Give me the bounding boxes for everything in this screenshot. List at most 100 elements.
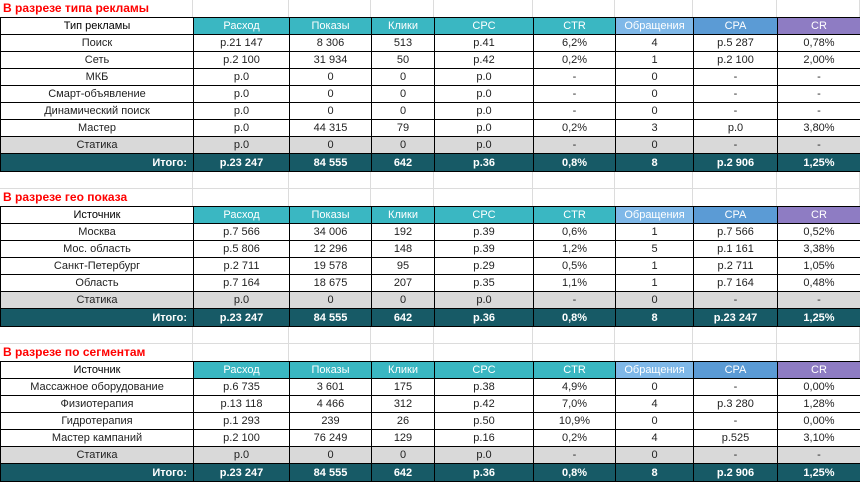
- row-label[interactable]: Смарт-объявление: [0, 85, 194, 103]
- sheet-cell[interactable]: [289, 344, 371, 361]
- sheet-cell[interactable]: [289, 327, 371, 343]
- cell-cr[interactable]: 3,80%: [777, 119, 860, 137]
- total-cell-cr[interactable]: 1,25%: [777, 308, 860, 327]
- cell-cr[interactable]: 0,00%: [777, 412, 860, 430]
- cell-impressions[interactable]: 44 315: [289, 119, 372, 137]
- sheet-cell[interactable]: [289, 0, 371, 17]
- total-cell-cpa[interactable]: р.2 906: [693, 153, 778, 172]
- sheet-cell[interactable]: [371, 327, 434, 343]
- cell-clicks[interactable]: 26: [371, 412, 435, 430]
- cell-spend[interactable]: р.0: [193, 85, 290, 103]
- col-header-cpc[interactable]: CPC: [434, 206, 534, 224]
- cell-spend[interactable]: р.7 566: [193, 223, 290, 241]
- row-label[interactable]: МКБ: [0, 68, 194, 86]
- sheet-cell[interactable]: [777, 0, 860, 17]
- cell-clicks[interactable]: 129: [371, 429, 435, 447]
- row-label[interactable]: Поиск: [0, 34, 194, 52]
- cell-ctr[interactable]: 0,2%: [533, 119, 616, 137]
- cell-impressions[interactable]: 18 675: [289, 274, 372, 292]
- cell-impressions[interactable]: 239: [289, 412, 372, 430]
- sheet-cell[interactable]: [615, 189, 693, 206]
- row-label[interactable]: Мастер кампаний: [0, 429, 194, 447]
- cell-cr[interactable]: 2,00%: [777, 51, 860, 69]
- cell-cpc[interactable]: р.50: [434, 412, 534, 430]
- cell-ctr[interactable]: 7,0%: [533, 395, 616, 413]
- col-header-cpa[interactable]: CPA: [693, 17, 778, 35]
- cell-leads[interactable]: 0: [615, 136, 694, 154]
- cell-cpa[interactable]: р.7 566: [693, 223, 778, 241]
- cell-leads[interactable]: 1: [615, 257, 694, 275]
- cell-clicks[interactable]: 0: [371, 68, 435, 86]
- total-cell-cr[interactable]: 1,25%: [777, 153, 860, 172]
- cell-cr[interactable]: 0,52%: [777, 223, 860, 241]
- cell-cpa[interactable]: -: [693, 291, 778, 309]
- cell-spend[interactable]: р.0: [193, 119, 290, 137]
- cell-clicks[interactable]: 0: [371, 136, 435, 154]
- cell-leads[interactable]: 0: [615, 102, 694, 120]
- cell-cr[interactable]: -: [777, 136, 860, 154]
- cell-clicks[interactable]: 0: [371, 85, 435, 103]
- col-header-cpc[interactable]: CPC: [434, 17, 534, 35]
- row-label[interactable]: Сеть: [0, 51, 194, 69]
- sheet-cell[interactable]: [434, 344, 533, 361]
- cell-cr[interactable]: 3,38%: [777, 240, 860, 258]
- row-label[interactable]: Москва: [0, 223, 194, 241]
- row-label[interactable]: Мастер: [0, 119, 194, 137]
- cell-ctr[interactable]: 1,2%: [533, 240, 616, 258]
- col-header-clicks[interactable]: Клики: [371, 17, 435, 35]
- cell-cpa[interactable]: -: [693, 102, 778, 120]
- cell-clicks[interactable]: 312: [371, 395, 435, 413]
- sheet-cell[interactable]: [371, 0, 434, 17]
- col-header-spend[interactable]: Расход: [193, 361, 290, 379]
- col-header-clicks[interactable]: Клики: [371, 361, 435, 379]
- sheet-cell[interactable]: [693, 344, 777, 361]
- cell-ctr[interactable]: 0,5%: [533, 257, 616, 275]
- cell-impressions[interactable]: 8 306: [289, 34, 372, 52]
- col-header-ctr[interactable]: CTR: [533, 361, 616, 379]
- row-label[interactable]: Статика: [0, 291, 194, 309]
- cell-impressions[interactable]: 0: [289, 136, 372, 154]
- cell-impressions[interactable]: 4 466: [289, 395, 372, 413]
- cell-leads[interactable]: 0: [615, 446, 694, 464]
- total-cell-clicks[interactable]: 642: [371, 153, 435, 172]
- cell-clicks[interactable]: 192: [371, 223, 435, 241]
- total-cell-ctr[interactable]: 0,8%: [533, 308, 616, 327]
- cell-spend[interactable]: р.6 735: [193, 378, 290, 396]
- cell-spend[interactable]: р.21 147: [193, 34, 290, 52]
- cell-clicks[interactable]: 79: [371, 119, 435, 137]
- cell-leads[interactable]: 1: [615, 51, 694, 69]
- cell-ctr[interactable]: -: [533, 291, 616, 309]
- total-cell-cpc[interactable]: р.36: [434, 308, 534, 327]
- total-cell-cpa[interactable]: р.2 906: [693, 463, 778, 482]
- cell-cr[interactable]: 1,05%: [777, 257, 860, 275]
- sheet-cell[interactable]: [193, 327, 289, 343]
- cell-ctr[interactable]: -: [533, 102, 616, 120]
- cell-cpa[interactable]: -: [693, 412, 778, 430]
- cell-impressions[interactable]: 34 006: [289, 223, 372, 241]
- row-label[interactable]: Область: [0, 274, 194, 292]
- col-header-cpc[interactable]: CPC: [434, 361, 534, 379]
- cell-cpa[interactable]: р.1 161: [693, 240, 778, 258]
- sheet-cell[interactable]: [693, 0, 777, 17]
- cell-cpa[interactable]: р.2 100: [693, 51, 778, 69]
- cell-cr[interactable]: -: [777, 85, 860, 103]
- cell-spend[interactable]: р.1 293: [193, 412, 290, 430]
- sheet-cell[interactable]: [289, 189, 371, 206]
- col-header-leads[interactable]: Обращения: [615, 361, 694, 379]
- sheet-cell[interactable]: [693, 189, 777, 206]
- row-label[interactable]: Статика: [0, 446, 194, 464]
- sheet-cell[interactable]: [615, 327, 693, 343]
- total-cell-leads[interactable]: 8: [615, 153, 694, 172]
- cell-leads[interactable]: 0: [615, 85, 694, 103]
- cell-leads[interactable]: 4: [615, 34, 694, 52]
- col-header-impressions[interactable]: Показы: [289, 206, 372, 224]
- sheet-cell[interactable]: [289, 172, 371, 188]
- total-cell-impressions[interactable]: 84 555: [289, 463, 372, 482]
- cell-ctr[interactable]: 0,6%: [533, 223, 616, 241]
- total-cell-spend[interactable]: р.23 247: [193, 308, 290, 327]
- cell-cr[interactable]: 3,10%: [777, 429, 860, 447]
- cell-clicks[interactable]: 513: [371, 34, 435, 52]
- cell-cr[interactable]: 1,28%: [777, 395, 860, 413]
- cell-impressions[interactable]: 0: [289, 446, 372, 464]
- sheet-cell[interactable]: [533, 0, 615, 17]
